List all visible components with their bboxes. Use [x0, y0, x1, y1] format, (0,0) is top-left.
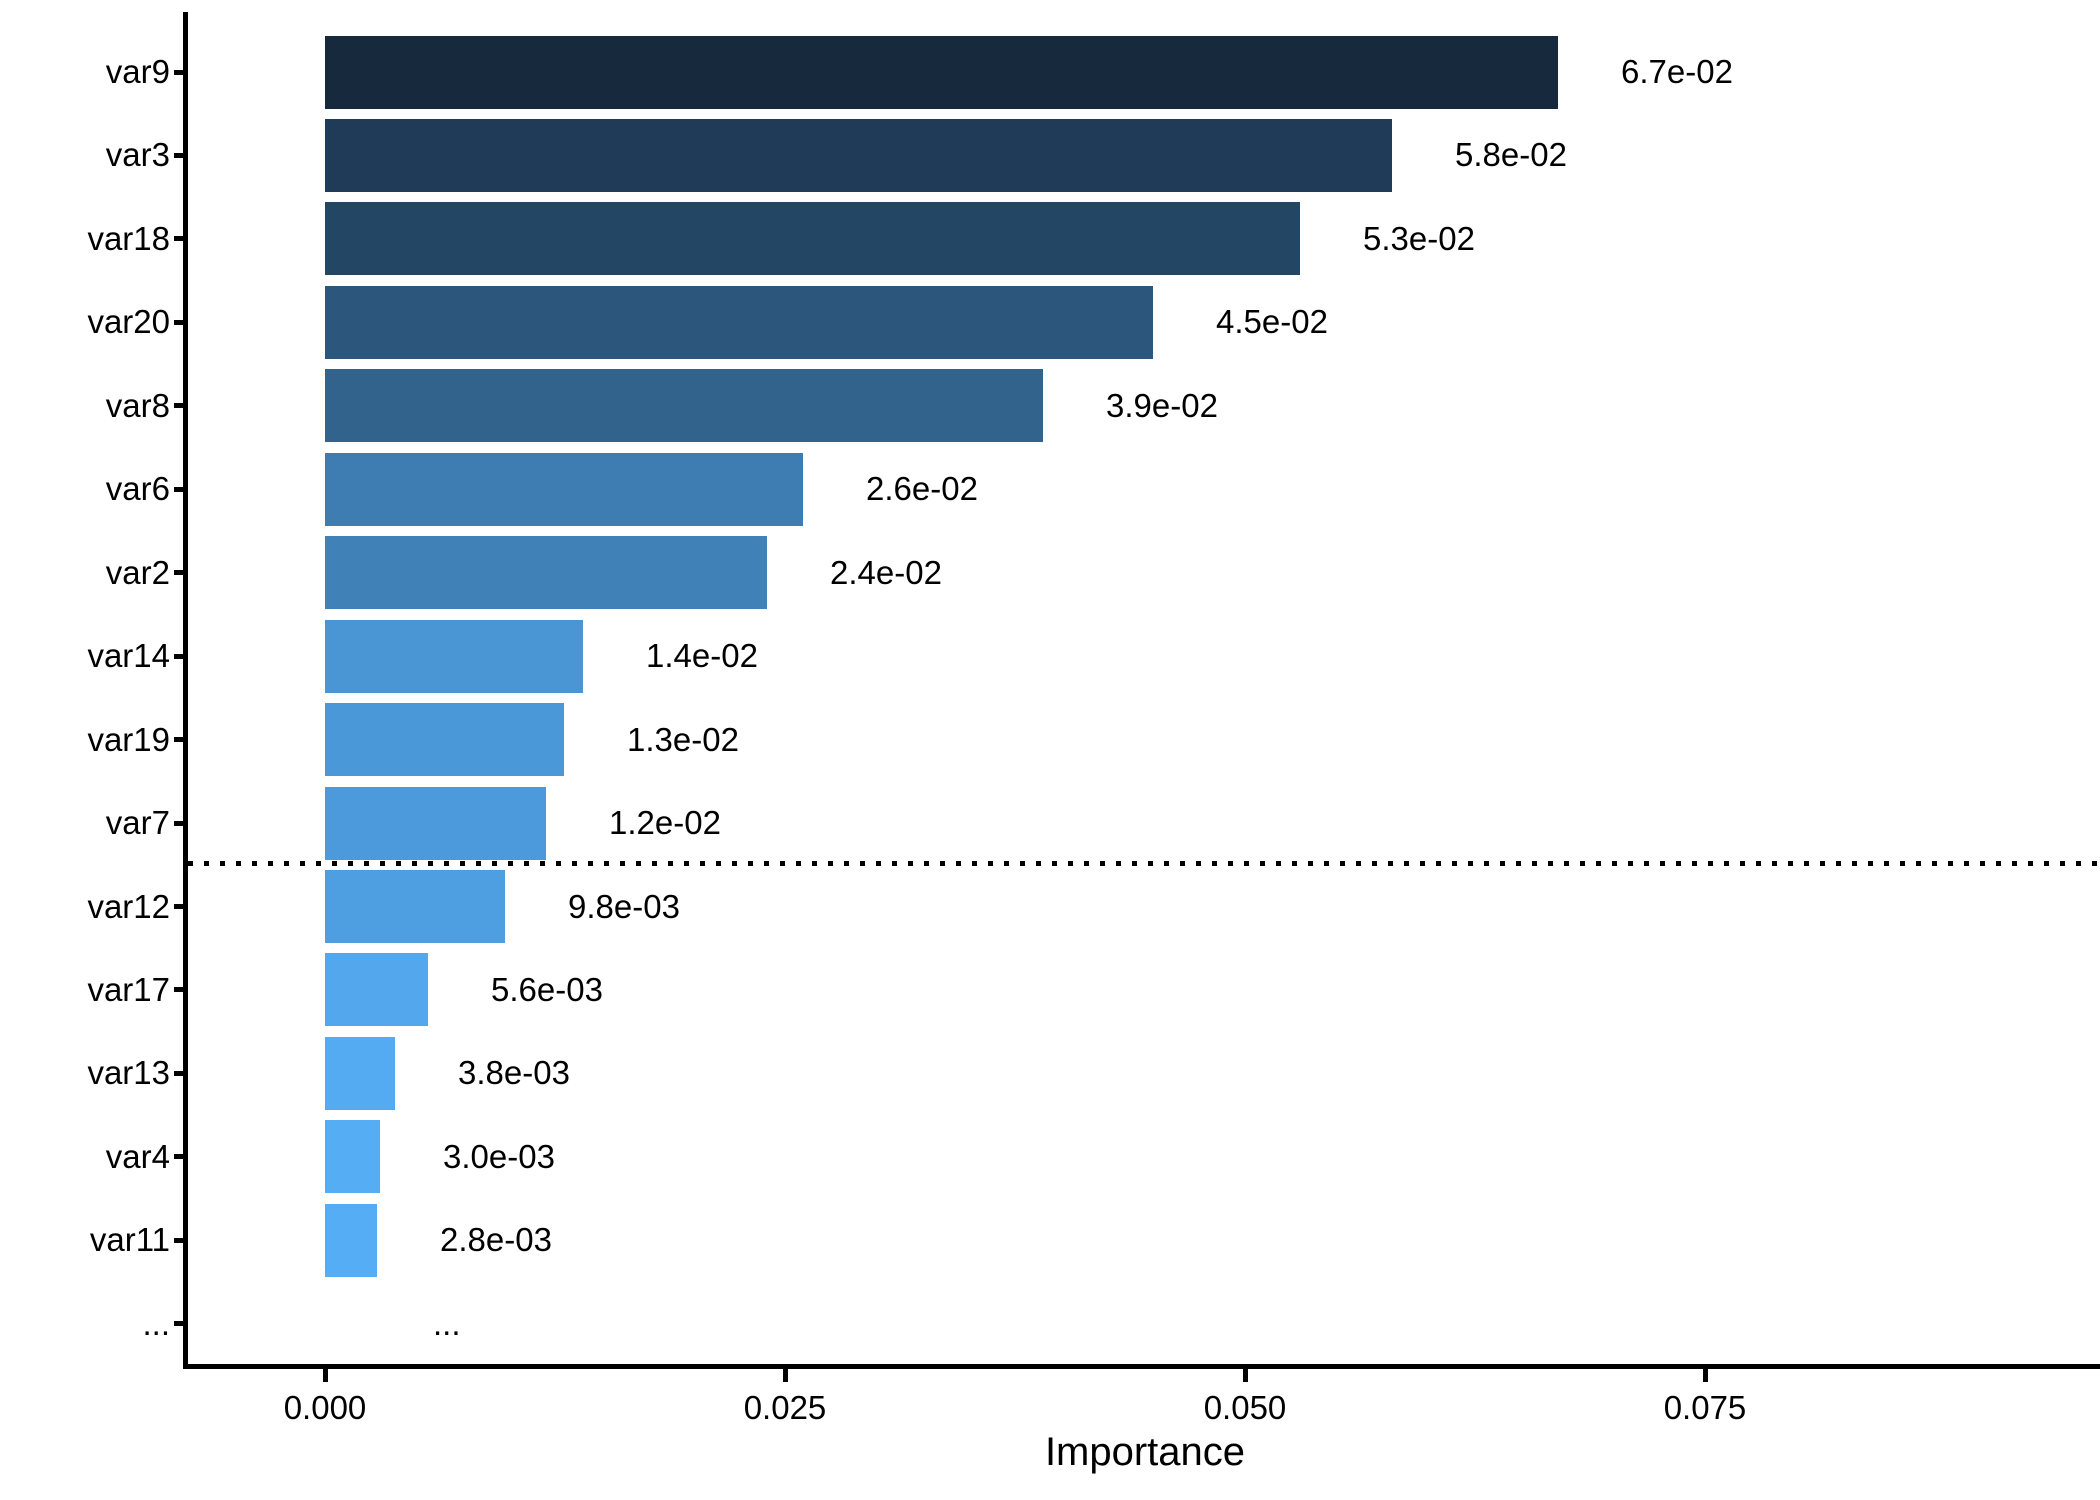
y-axis-tick	[174, 1071, 186, 1076]
x-axis-title: Importance	[1044, 1430, 1246, 1474]
y-axis-label: var18	[87, 220, 170, 257]
importance-bar	[325, 369, 1043, 442]
y-axis-label: var11	[89, 1221, 170, 1258]
y-axis-tick	[174, 570, 186, 575]
importance-bar	[325, 703, 564, 776]
bar-value-label: 1.4e-02	[646, 637, 758, 674]
x-axis-tick-label: 0.000	[283, 1389, 367, 1426]
importance-bar	[325, 620, 583, 693]
bar-value-label: 1.2e-02	[609, 804, 721, 841]
truncation-ellipsis: ...	[433, 1305, 461, 1342]
bar-value-label: 5.6e-03	[491, 971, 603, 1008]
y-axis-tick	[174, 1154, 186, 1159]
y-axis-label: var3	[105, 136, 170, 173]
bar-value-label: 2.6e-02	[866, 470, 978, 507]
y-axis-tick	[174, 403, 186, 408]
y-axis-label: var14	[87, 637, 170, 674]
y-axis-label: ...	[142, 1305, 170, 1342]
y-axis-tick	[174, 987, 186, 992]
x-axis-tick	[323, 1369, 328, 1382]
y-axis-line	[183, 12, 188, 1369]
x-axis-tick-label: 0.025	[743, 1389, 827, 1426]
importance-bar	[325, 202, 1300, 275]
importance-bar	[325, 953, 428, 1026]
x-axis-tick-label: 0.050	[1203, 1389, 1287, 1426]
bar-value-label: 9.8e-03	[568, 888, 680, 925]
importance-bar	[325, 787, 546, 860]
importance-bar	[325, 1037, 395, 1110]
bar-value-label: 4.5e-02	[1216, 303, 1328, 340]
y-axis-label: var20	[87, 303, 170, 340]
y-axis-label: var9	[105, 53, 170, 90]
bar-value-label: 5.3e-02	[1363, 220, 1475, 257]
y-axis-tick	[174, 904, 186, 909]
bar-value-label: 3.0e-03	[443, 1138, 555, 1175]
y-axis-label: var12	[87, 888, 170, 925]
importance-bar	[325, 36, 1558, 109]
bar-value-label: 3.9e-02	[1106, 387, 1218, 424]
y-axis-tick	[174, 70, 186, 75]
importance-bar	[325, 119, 1392, 192]
y-axis-label: var13	[87, 1054, 170, 1091]
y-axis-label: var4	[105, 1138, 170, 1175]
y-axis-tick	[174, 1321, 186, 1326]
y-axis-tick	[174, 487, 186, 492]
bar-value-label: 6.7e-02	[1621, 53, 1733, 90]
importance-bar	[325, 870, 505, 943]
y-axis-label: var6	[105, 470, 170, 507]
importance-bar	[325, 286, 1153, 359]
threshold-dotted-line	[188, 861, 2100, 866]
y-axis-label: var19	[87, 721, 170, 758]
y-axis-label: var2	[105, 554, 170, 591]
importance-bar	[325, 453, 803, 526]
x-axis-tick	[1703, 1369, 1708, 1382]
y-axis-tick	[174, 236, 186, 241]
y-axis-label: var8	[105, 387, 170, 424]
y-axis-label: var17	[87, 971, 170, 1008]
bar-value-label: 1.3e-02	[627, 721, 739, 758]
y-axis-tick	[174, 153, 186, 158]
importance-bar	[325, 1204, 377, 1277]
x-axis-line	[183, 1364, 2100, 1369]
importance-bar	[325, 1120, 380, 1193]
y-axis-tick	[174, 821, 186, 826]
y-axis-tick	[174, 320, 186, 325]
y-axis-tick	[174, 737, 186, 742]
x-axis-tick	[1243, 1369, 1248, 1382]
importance-bar	[325, 536, 767, 609]
x-axis-tick	[783, 1369, 788, 1382]
bar-value-label: 2.8e-03	[440, 1221, 552, 1258]
y-axis-label: var7	[105, 804, 170, 841]
x-axis-tick-label: 0.075	[1663, 1389, 1747, 1426]
bar-value-label: 2.4e-02	[830, 554, 942, 591]
bar-value-label: 3.8e-03	[458, 1054, 570, 1091]
bar-value-label: 5.8e-02	[1455, 136, 1567, 173]
y-axis-tick	[174, 1238, 186, 1243]
y-axis-tick	[174, 654, 186, 659]
